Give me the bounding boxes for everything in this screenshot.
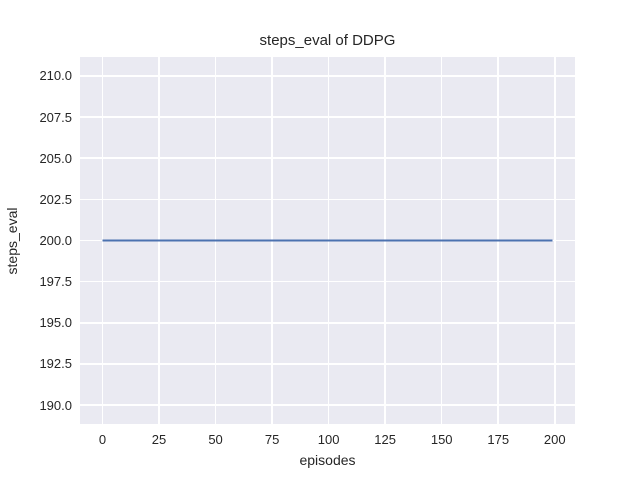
y-tick-label: 200.0 — [39, 233, 72, 248]
x-tick-label: 0 — [98, 432, 107, 447]
y-tick-label: 205.0 — [39, 150, 72, 166]
y-tick-label: 202.5 — [39, 191, 72, 207]
x-tick-label: 150 — [430, 432, 453, 447]
plot-area — [80, 57, 575, 424]
gridline-horizontal — [80, 157, 575, 159]
x-tick-label: 75 — [264, 432, 280, 447]
y-tick-label: 190.0 — [39, 397, 72, 413]
y-tick-label: 207.5 — [39, 109, 72, 125]
gridline-horizontal — [80, 116, 575, 118]
x-tick-label: 175 — [487, 432, 510, 447]
gridline-horizontal — [80, 363, 575, 365]
x-tick-label: 100 — [317, 432, 340, 447]
gridline-horizontal — [80, 280, 575, 283]
y-tick-label: 197.5 — [39, 274, 72, 290]
x-tick-label: 200 — [543, 432, 566, 447]
x-tick-label: 25 — [151, 432, 167, 447]
x-tick-label: 125 — [374, 432, 397, 447]
chart-title: steps_eval of DDPG — [259, 32, 396, 49]
gridline-horizontal — [80, 198, 575, 201]
y-tick-label: 210.0 — [39, 68, 72, 84]
gridline-horizontal — [80, 75, 575, 77]
y-axis-label: steps_eval — [4, 207, 20, 275]
x-axis-label: episodes — [299, 452, 356, 468]
gridline-horizontal — [80, 404, 575, 406]
y-tick-label: 195.0 — [39, 315, 72, 331]
x-tick-label: 50 — [208, 432, 223, 447]
y-tick-label: 192.5 — [39, 356, 72, 372]
series-layer — [102, 239, 553, 242]
gridline-horizontal — [80, 322, 575, 324]
